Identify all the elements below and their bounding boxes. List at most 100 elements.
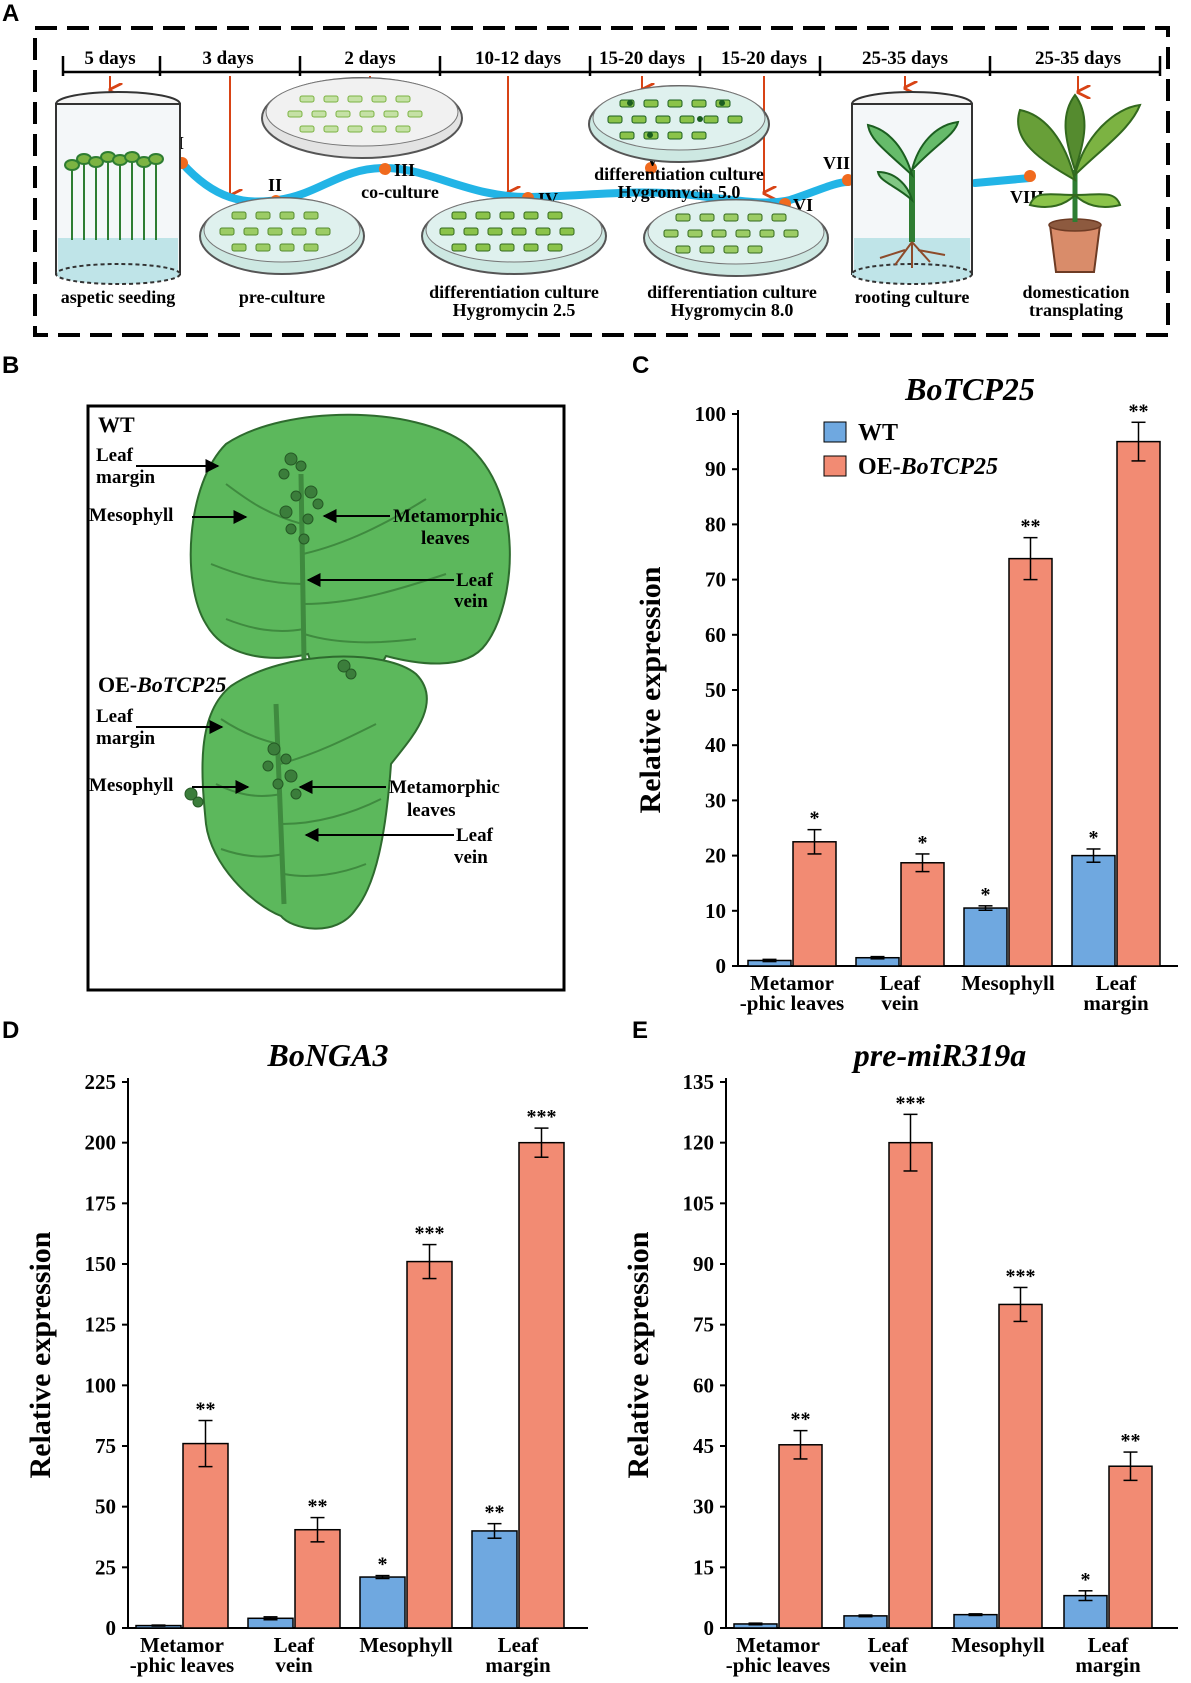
bar-oe [1116, 440, 1161, 967]
x-tick-label: Leaf [498, 1633, 540, 1657]
significance-mark: ** [1129, 400, 1149, 422]
stage-label: Hygromycin 2.5 [453, 300, 576, 320]
bar-oe [182, 1442, 229, 1629]
y-tick-label: 50 [705, 678, 726, 702]
leaf-vein-label: vein [454, 591, 488, 612]
y-tick-label: 90 [693, 1252, 714, 1276]
oe-leaf-title: OE-BoTCP25 [98, 672, 226, 697]
y-tick-label: 0 [106, 1616, 117, 1640]
x-tick-label: Mesophyll [359, 1633, 453, 1657]
oe-title-prefix: OE- [98, 672, 137, 697]
y-tick-label: 150 [85, 1252, 117, 1276]
y-tick-label: 225 [85, 1070, 117, 1094]
duration-label: 10-12 days [475, 48, 561, 69]
chart-d-bonga3: BoNGA3 Relative expression 0 25 50 75 100 125 15… [24, 1037, 588, 1677]
leaf-margin-label: Leaf [96, 445, 134, 466]
y-tick-label: 10 [705, 899, 726, 923]
bar-oe [778, 1444, 823, 1629]
chart-title: BoNGA3 [267, 1037, 389, 1073]
stage-label: differentiation culture [647, 282, 817, 302]
chart-title: pre-miR319a [851, 1037, 1026, 1073]
significance-mark: ** [196, 1399, 216, 1421]
seedling-jar [55, 91, 181, 285]
x-tick-label: Leaf [868, 1633, 910, 1657]
bar-wt [843, 1615, 888, 1629]
y-tick-label: 75 [693, 1313, 714, 1337]
y-tick-label: 30 [693, 1495, 714, 1519]
stage-node [645, 162, 657, 174]
stage-numeral: III [394, 160, 415, 180]
stage-label: Hygromycin 8.0 [671, 300, 794, 320]
legend-swatch-oe [823, 455, 847, 477]
x-tick-label: Mesophyll [961, 971, 1055, 995]
y-tick-label: 25 [95, 1555, 116, 1579]
duration-label: 15-20 days [599, 48, 685, 69]
chart-c-botcp25: BoTCP25 Relative expression 0 10 20 30 40 50 60 7… [634, 371, 1178, 1015]
leaf-vein-label: vein [454, 847, 488, 868]
legend-label-oe: OE-BoTCP25 [858, 454, 998, 480]
significance-mark: *** [896, 1092, 926, 1114]
duration-label: 25-35 days [1035, 48, 1121, 69]
metamorphic-leaves-label: leaves [407, 800, 456, 821]
bar-oe [792, 841, 837, 967]
significance-mark: * [1089, 827, 1099, 849]
y-tick-label: 20 [705, 844, 726, 868]
stage-node [379, 163, 391, 175]
x-tick-label: vein [869, 1653, 907, 1677]
bar-oe [406, 1260, 453, 1629]
y-tick-label: 90 [705, 457, 726, 481]
stage-numeral: VII [823, 153, 850, 173]
significance-mark: ** [308, 1496, 328, 1518]
significance-mark: *** [415, 1223, 445, 1245]
leaf-margin-label: margin [96, 467, 156, 488]
bar-oe [518, 1141, 565, 1629]
metamorphic-leaves-label: Metamorphic [393, 506, 504, 527]
stage-label: differentiation culture [429, 282, 599, 302]
y-tick-label: 15 [693, 1555, 714, 1579]
duration-label: 3 days [202, 48, 253, 69]
y-tick-label: 100 [695, 402, 727, 426]
stage-numeral: II [268, 175, 282, 195]
bar-oe [1008, 557, 1053, 967]
x-tick-label: -phic leaves [740, 991, 844, 1015]
y-tick-label: 40 [705, 733, 726, 757]
bar-wt [953, 1613, 998, 1629]
y-tick-label: 60 [693, 1373, 714, 1397]
y-tick-label: 50 [95, 1495, 116, 1519]
stage-label: aspetic seeding [61, 287, 176, 307]
y-tick-label: 0 [716, 954, 727, 978]
culture-dish [421, 197, 607, 275]
bar-wt [359, 1576, 406, 1629]
y-tick-label: 175 [85, 1191, 117, 1215]
x-tick-label: Metamor [750, 971, 834, 995]
y-tick-label: 60 [705, 623, 726, 647]
y-axis-label: Relative expression [24, 1231, 57, 1478]
significance-mark: ** [791, 1409, 811, 1431]
metamorphic-leaves-label: Metamorphic [389, 777, 500, 798]
significance-mark: *** [527, 1106, 557, 1128]
stage-label: rooting culture [855, 287, 970, 307]
x-tick-label: Metamor [736, 1633, 820, 1657]
oe-leaf-image [184, 655, 428, 930]
y-tick-label: 0 [704, 1616, 715, 1640]
significance-mark: * [981, 884, 991, 906]
panel-label-d: D [2, 1017, 20, 1044]
bar-oe [900, 862, 945, 967]
x-tick-label: vein [881, 991, 919, 1015]
x-tick-label: Leaf [1088, 1633, 1130, 1657]
y-tick-label: 135 [683, 1070, 715, 1094]
dashed-frame [33, 26, 1170, 337]
process-tube [971, 174, 1034, 187]
wt-leaf-title: WT [98, 412, 135, 437]
oe-title-gene: BoTCP25 [136, 672, 226, 697]
leaf-margin-label: margin [96, 728, 156, 749]
timeline: 5 days 3 days 2 days 10-12 days 15-20 da… [61, 48, 1162, 76]
bar-wt [963, 907, 1008, 967]
significance-mark: *** [1006, 1265, 1036, 1287]
y-axis-label: Relative expression [622, 1231, 655, 1478]
duration-label: 5 days [84, 48, 135, 69]
bar-wt [471, 1530, 518, 1629]
stage-label: transplating [1029, 300, 1123, 320]
workflow-diagram: 5 days 3 days 2 days 10-12 days 15-20 da… [33, 26, 1170, 337]
x-tick-label: -phic leaves [726, 1653, 830, 1677]
